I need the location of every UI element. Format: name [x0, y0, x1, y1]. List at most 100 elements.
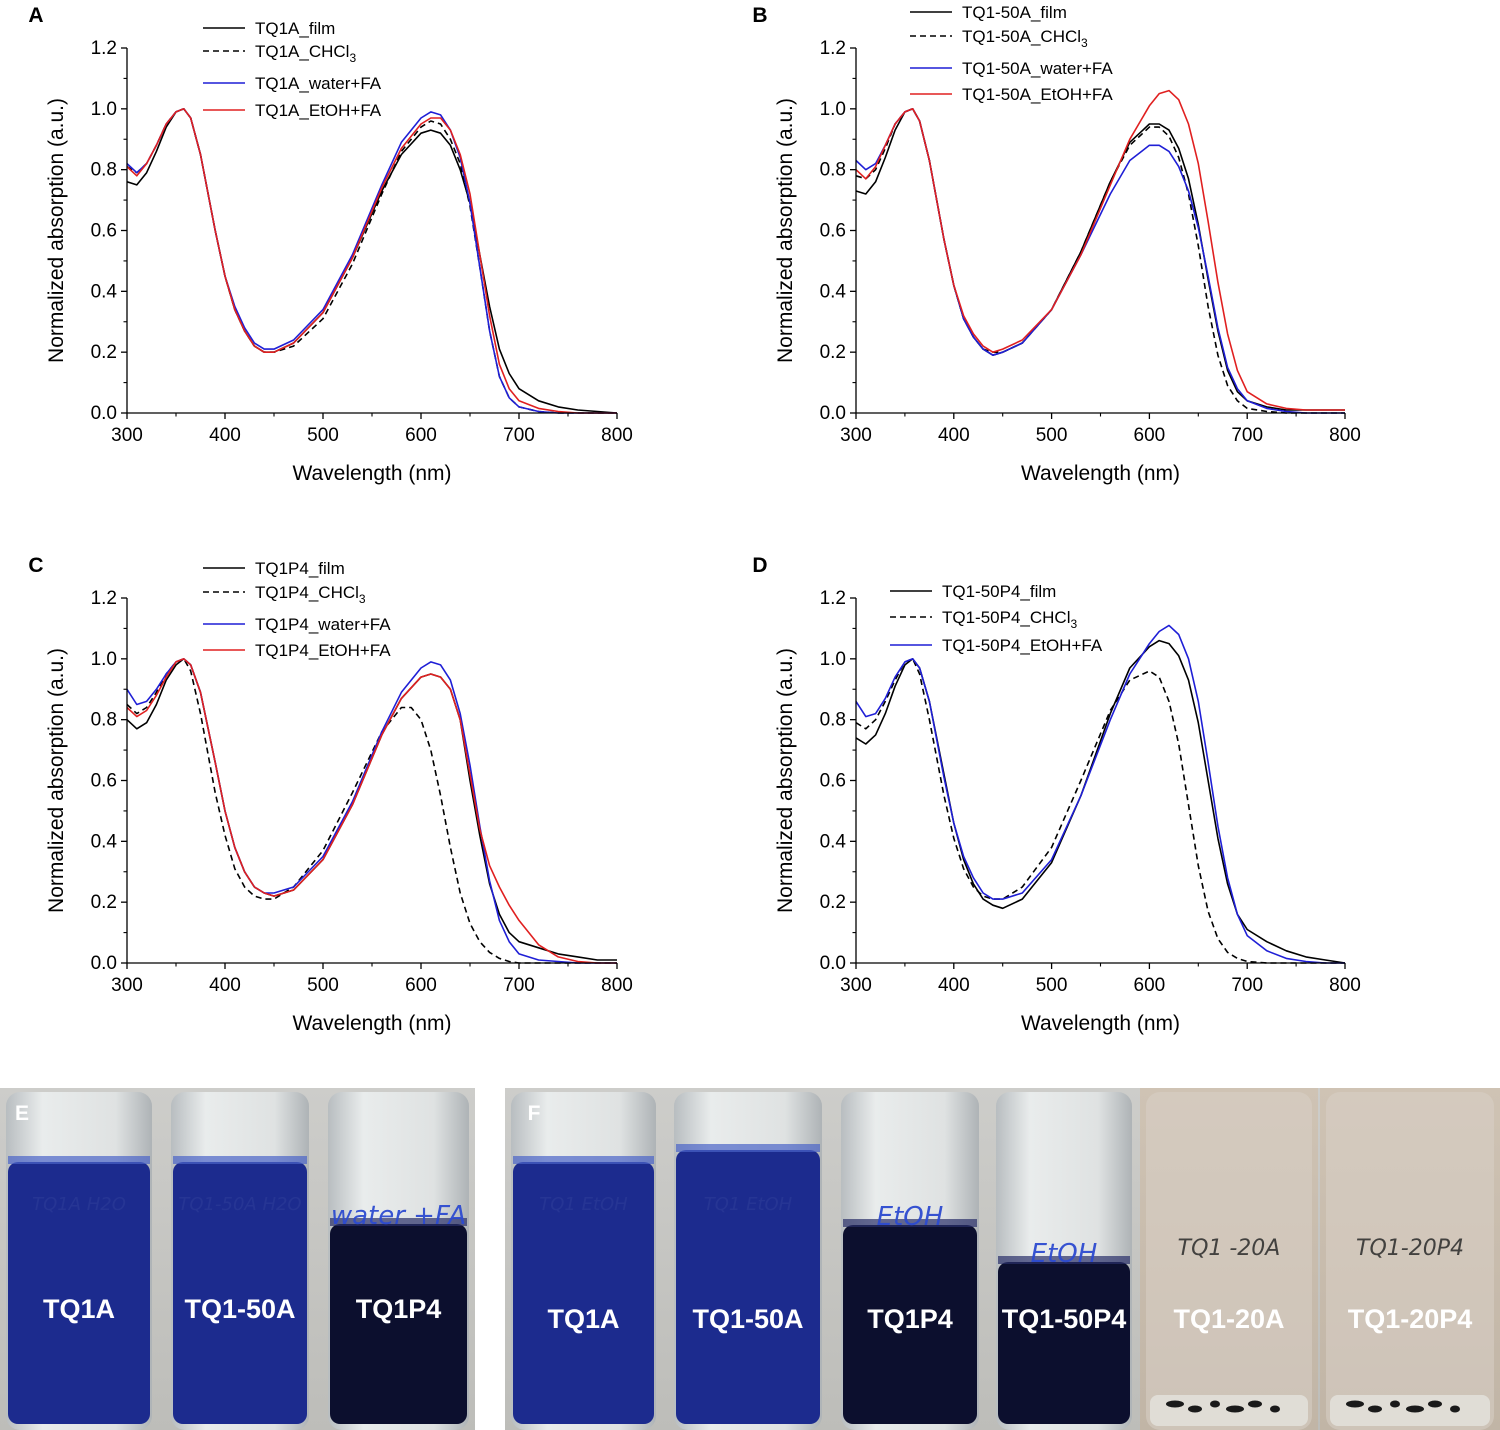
y-tick-label: 1.2	[820, 38, 846, 59]
series-line	[855, 639, 1346, 964]
vial: TQ1-50A H2O TQ1-50A	[171, 1092, 309, 1430]
legend-entry: TQ1A_CHCl3	[255, 42, 356, 65]
y-tick-label: 0.6	[820, 771, 846, 792]
series-lines	[126, 658, 617, 964]
x-tick-label: 400	[938, 975, 970, 996]
y-tick-label: 1.2	[91, 38, 117, 59]
series-line	[855, 89, 1345, 411]
series-line	[855, 108, 1345, 414]
vial-label: TQ1-20A	[1173, 1304, 1284, 1334]
series-line	[855, 108, 1345, 414]
precipitate-flake	[1248, 1400, 1262, 1408]
x-tick-label: 400	[209, 425, 241, 446]
vial-liquid	[330, 1224, 467, 1424]
photos-layer: TQ1A H2O TQ1A TQ1-50A H2O TQ1-50A water +FA T…	[0, 1088, 1500, 1430]
x-tick-label: 800	[601, 425, 633, 446]
y-tick-label: 0.4	[820, 281, 847, 302]
vial-meniscus	[513, 1156, 654, 1164]
series-lines	[126, 108, 618, 414]
legend-entry-name: TQ1P4_CHCl	[255, 583, 359, 602]
y-tick-label: 1.0	[820, 649, 846, 670]
chart-panel-c: C 300 400 500 600 700 800 0.0 0.2 0.4 0.6 0.8 1.0 1.2…	[28, 554, 632, 1035]
x-tick-label: 500	[1036, 975, 1068, 996]
y-tick-label: 1.0	[91, 649, 117, 670]
x-tick-label: 400	[938, 425, 970, 446]
x-tick-label: 600	[1134, 975, 1166, 996]
y-tick-label: 0.2	[820, 892, 846, 913]
x-tick-label: 500	[1036, 425, 1068, 446]
series-lines	[855, 624, 1346, 964]
vial-label: TQ1P4	[867, 1304, 953, 1334]
vial-liquid	[843, 1225, 977, 1424]
vial-glass	[1326, 1092, 1494, 1430]
vial-liquid	[8, 1162, 150, 1424]
y-tick-label: 1.2	[820, 588, 846, 609]
y-tick-label: 1.0	[820, 99, 846, 120]
vial-liquid	[676, 1150, 820, 1424]
chart-panel-a: A 300 400 500 600 700 800 0.0 0.2 0.4 0.6 0.8 1.0 1.2…	[28, 4, 632, 485]
vial-handwriting: TQ1 -20A	[1178, 1236, 1281, 1261]
legend-entry: TQ1-50A_CHCl3	[962, 27, 1088, 50]
series-line	[855, 624, 1345, 964]
precipitate-flake	[1166, 1400, 1184, 1408]
vial-handwriting: TQ1A H2O	[32, 1194, 126, 1215]
y-tick-label: 0.0	[820, 953, 846, 974]
panel-letter: A	[28, 4, 43, 27]
series-line	[855, 658, 1345, 964]
vial-meniscus	[998, 1256, 1130, 1264]
x-tick-label: 500	[307, 425, 339, 446]
x-tick-label: 600	[405, 975, 437, 996]
y-tick-label: 0.2	[820, 342, 846, 363]
panel-letter: D	[752, 554, 767, 577]
legend-entry-name: TQ1-50A_CHCl	[962, 27, 1081, 46]
vial-handwriting: TQ1-50A H2O	[178, 1194, 301, 1215]
legend-entry-name: TQ1A_CHCl	[255, 42, 349, 61]
legend-entry-subscript: 3	[349, 51, 356, 65]
y-tick-label: 0.2	[91, 342, 117, 363]
y-tick-label: 0.8	[820, 710, 846, 731]
legend: TQ1A_film TQ1A_CHCl3 TQ1A_water+FA TQ1A_EtO…	[203, 19, 382, 120]
series-line	[126, 658, 617, 964]
vial-meniscus	[8, 1156, 150, 1164]
precipitate-flake	[1210, 1400, 1220, 1408]
vial-label: TQ1-20P4	[1348, 1304, 1473, 1334]
vial-label: TQ1A	[547, 1304, 619, 1334]
precipitate-flake	[1226, 1405, 1244, 1413]
legend-entry: TQ1A_film	[255, 19, 335, 38]
vial-meniscus	[330, 1218, 467, 1226]
chart-panel-b: B 300 400 500 600 700 800 0.0 0.2 0.4 0.6 0.8 1.0 1.2…	[752, 3, 1360, 485]
vial-handwriting: TQ1-20P4	[1356, 1236, 1464, 1261]
series-line	[855, 108, 1345, 411]
y-axis-title: Normalized absorption (a.u.)	[45, 648, 68, 913]
legend-entry: TQ1A_EtOH+FA	[255, 101, 382, 120]
vial: TQ1 -20A TQ1-20A	[1140, 1088, 1318, 1430]
legend-entry-subscript: 3	[1071, 617, 1078, 631]
precipitate-flake	[1390, 1400, 1400, 1408]
series-lines	[855, 89, 1345, 414]
charts-layer: A 300 400 500 600 700 800 0.0 0.2 0.4 0.6 0.8 1.0 1.2…	[28, 3, 1360, 1035]
legend-entry: TQ1P4_CHCl3	[255, 583, 366, 606]
series-line	[126, 658, 617, 964]
legend-entry-name: TQ1-50A_water+FA	[962, 59, 1113, 78]
vial: water +FA TQ1P4	[328, 1092, 469, 1430]
vial: TQ1A H2O TQ1A	[6, 1092, 152, 1430]
y-axis-title: Normalized absorption (a.u.)	[774, 648, 797, 913]
legend-entry: TQ1P4_water+FA	[255, 615, 391, 634]
series-line	[126, 658, 617, 964]
vial-handwriting: TQ1 EtOH	[539, 1194, 628, 1215]
legend-entry: TQ1P4_EtOH+FA	[255, 641, 391, 660]
x-tick-label: 700	[503, 975, 535, 996]
precipitate-flake	[1270, 1405, 1280, 1413]
x-tick-label: 800	[1329, 425, 1361, 446]
y-tick-label: 0.8	[820, 160, 846, 181]
vial-liquid	[173, 1162, 307, 1424]
vial-label: TQ1P4	[356, 1294, 442, 1324]
legend-entry-subscript: 3	[1081, 36, 1088, 50]
vial-handwriting: water +FA	[331, 1201, 466, 1231]
legend-entry-name: TQ1P4_EtOH+FA	[255, 641, 391, 660]
legend-entry-name: TQ1-50P4_CHCl	[942, 608, 1071, 627]
legend-entry-name: TQ1-50A_film	[962, 3, 1067, 22]
vial-liquid	[513, 1162, 654, 1424]
x-tick-label: 700	[1231, 975, 1263, 996]
legend-entry-name: TQ1A_water+FA	[255, 74, 382, 93]
